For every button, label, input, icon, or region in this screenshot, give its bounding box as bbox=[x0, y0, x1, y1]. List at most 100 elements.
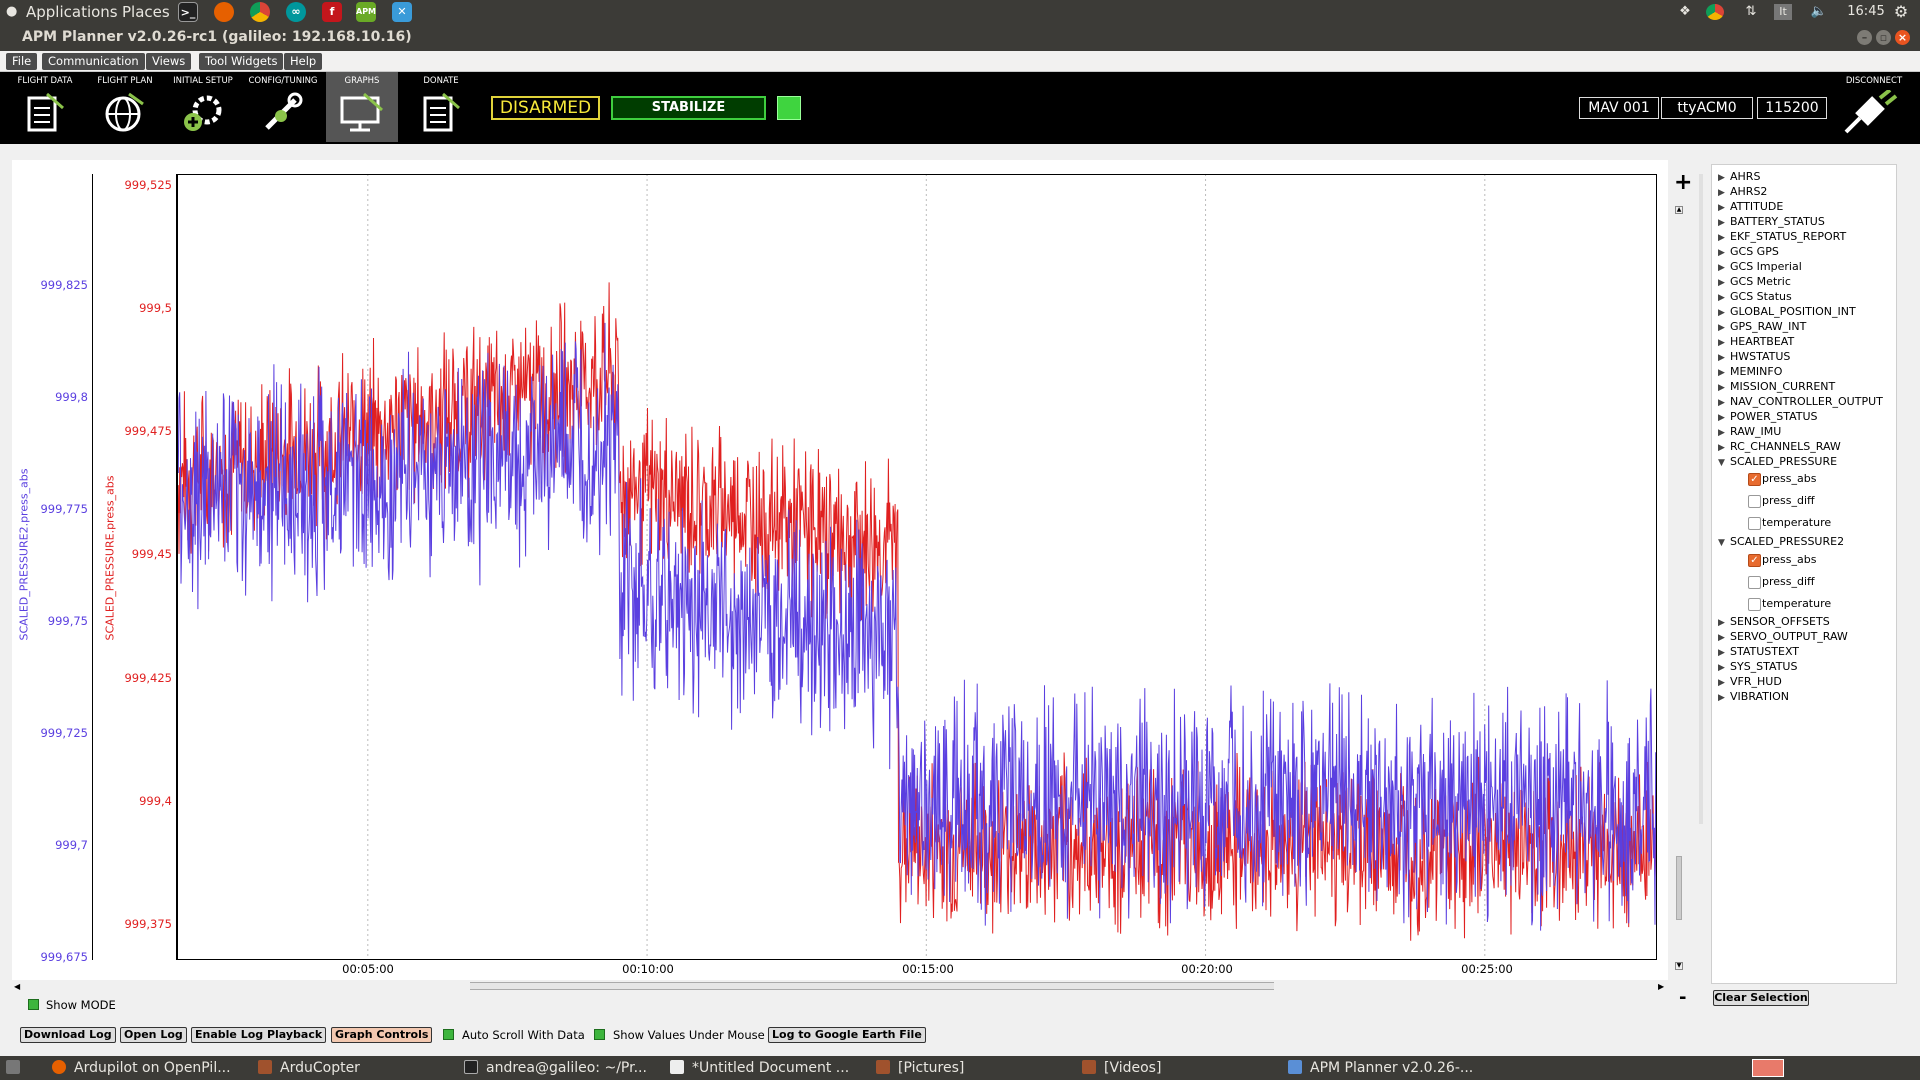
task-firefox[interactable]: Ardupilot on OpenPil... bbox=[52, 1059, 231, 1077]
tree-item-ekf-status[interactable]: ▶ EKF_STATUS_REPORT bbox=[1718, 230, 1847, 243]
scroll-right-icon[interactable]: ▶ bbox=[1658, 982, 1665, 991]
tree-item-gcs-imperial[interactable]: ▶ GCS Imperial bbox=[1718, 260, 1802, 273]
graph-controls-button[interactable]: Graph Controls bbox=[331, 1027, 433, 1043]
chrome-launcher-icon[interactable] bbox=[250, 2, 270, 22]
tree-item-battery-status[interactable]: ▶ BATTERY_STATUS bbox=[1718, 215, 1825, 228]
expand-arrow-icon[interactable]: ▶ bbox=[1718, 248, 1725, 258]
tree-item-power-status[interactable]: ▶ POWER_STATUS bbox=[1718, 410, 1818, 423]
tree-item-statustext[interactable]: ▶ STATUSTEXT bbox=[1718, 645, 1800, 658]
maximize-icon[interactable]: ▫ bbox=[1876, 30, 1891, 45]
tree-item-sys-status[interactable]: ▶ SYS_STATUS bbox=[1718, 660, 1798, 673]
settings-gear-icon[interactable]: ⚙ bbox=[1893, 2, 1909, 21]
initial-setup-button[interactable]: INITIAL SETUP bbox=[167, 72, 239, 142]
tree-scroll-track[interactable] bbox=[1697, 164, 1706, 984]
tree-item-scaled-pressure2[interactable]: ▼ SCALED_PRESSURE2 bbox=[1718, 535, 1845, 548]
mav-id-box[interactable]: MAV 001 bbox=[1579, 97, 1659, 119]
expand-arrow-icon[interactable]: ▶ bbox=[1718, 443, 1725, 453]
tree-item-scaled-pressure[interactable]: ▼ SCALED_PRESSURE bbox=[1718, 455, 1838, 468]
graphs-button[interactable]: GRAPHS bbox=[326, 72, 398, 142]
apm-launcher-icon[interactable]: APM bbox=[356, 2, 376, 22]
task-videos[interactable]: [Videos] bbox=[1082, 1059, 1161, 1077]
tree-scroll-thumb[interactable] bbox=[1699, 174, 1703, 824]
close-icon[interactable]: × bbox=[1895, 30, 1910, 45]
expand-arrow-icon[interactable]: ▶ bbox=[1718, 398, 1725, 408]
auto-scroll-checkbox[interactable] bbox=[443, 1029, 454, 1040]
baud-box[interactable]: 115200 bbox=[1757, 97, 1827, 119]
tree-item-sensor-offsets[interactable]: ▶ SENSOR_OFFSETS bbox=[1718, 615, 1830, 628]
checkbox-sp2-press-abs[interactable]: ✓ bbox=[1748, 554, 1761, 567]
expand-arrow-icon[interactable]: ▶ bbox=[1718, 413, 1725, 423]
enable-log-playback-button[interactable]: Enable Log Playback bbox=[191, 1027, 327, 1043]
clear-selection-button[interactable]: Clear Selection bbox=[1713, 990, 1809, 1006]
tree-item-gcs-status[interactable]: ▶ GCS Status bbox=[1718, 290, 1792, 303]
expand-arrow-icon[interactable]: ▶ bbox=[1718, 233, 1725, 243]
expand-arrow-icon[interactable]: ▶ bbox=[1718, 338, 1725, 348]
firefox-launcher-icon[interactable] bbox=[214, 2, 234, 22]
message-tree[interactable]: ▶ AHRS ▶ AHRS2 ▶ ATTITUDE ▶ BATTERY_STATUS ▶… bbox=[1711, 164, 1897, 984]
chrome-tray-icon[interactable] bbox=[1706, 4, 1724, 20]
clock[interactable]: 16:45 bbox=[1847, 4, 1885, 19]
vertical-scroll-thumb[interactable] bbox=[1676, 856, 1682, 920]
expand-arrow-icon[interactable]: ▶ bbox=[1718, 678, 1725, 688]
expand-arrow-icon[interactable]: ▶ bbox=[1718, 353, 1725, 363]
tree-item-gps-raw[interactable]: ▶ GPS_RAW_INT bbox=[1718, 320, 1807, 333]
show-values-checkbox[interactable] bbox=[594, 1029, 605, 1040]
arduino-launcher-icon[interactable]: ∞ bbox=[286, 2, 306, 22]
tree-item-ahrs[interactable]: ▶ AHRS bbox=[1718, 170, 1761, 183]
tree-item-heartbeat[interactable]: ▶ HEARTBEAT bbox=[1718, 335, 1795, 348]
donate-button[interactable]: DONATE bbox=[405, 72, 477, 142]
tree-item-attitude[interactable]: ▶ ATTITUDE bbox=[1718, 200, 1784, 213]
flight-data-button[interactable]: FLIGHT DATA bbox=[9, 72, 81, 142]
expand-arrow-icon[interactable]: ▶ bbox=[1718, 218, 1725, 228]
horizontal-scroll-thumb[interactable] bbox=[470, 982, 1274, 990]
tree-item-meminfo[interactable]: ▶ MEMINFO bbox=[1718, 365, 1783, 378]
menu-file[interactable]: File bbox=[6, 53, 38, 70]
volume-icon[interactable]: 🔈 bbox=[1810, 4, 1828, 19]
task-text-editor[interactable]: *Untitled Document ... bbox=[670, 1059, 849, 1077]
expand-arrow-icon[interactable]: ▶ bbox=[1718, 633, 1725, 643]
checkbox-sp-press-abs[interactable]: ✓ bbox=[1748, 473, 1761, 486]
network-icon[interactable]: ⇅ bbox=[1745, 4, 1757, 19]
tree-item-servo-output[interactable]: ▶ SERVO_OUTPUT_RAW bbox=[1718, 630, 1848, 643]
expand-arrow-icon[interactable]: ▶ bbox=[1718, 693, 1725, 703]
expand-arrow-icon[interactable]: ▶ bbox=[1718, 173, 1725, 183]
disconnect-button[interactable] bbox=[1840, 88, 1910, 140]
keyboard-layout-icon[interactable]: It bbox=[1774, 4, 1792, 20]
applications-menu[interactable]: Applications bbox=[26, 3, 118, 21]
scroll-left-icon[interactable]: ◀ bbox=[14, 982, 21, 991]
show-mode-checkbox[interactable] bbox=[28, 999, 39, 1010]
checkbox-sp-press-diff[interactable] bbox=[1748, 495, 1761, 508]
tree-item-gcs-metric[interactable]: ▶ GCS Metric bbox=[1718, 275, 1791, 288]
minimize-icon[interactable]: – bbox=[1857, 30, 1872, 45]
collapse-arrow-icon[interactable]: ▼ bbox=[1718, 458, 1725, 468]
tree-item-rc-channels[interactable]: ▶ RC_CHANNELS_RAW bbox=[1718, 440, 1841, 453]
expand-arrow-icon[interactable]: ▶ bbox=[1718, 323, 1725, 333]
flight-plan-button[interactable]: FLIGHT PLAN bbox=[89, 72, 161, 142]
download-log-button[interactable]: Download Log bbox=[20, 1027, 116, 1043]
pressure-plot[interactable] bbox=[177, 174, 1657, 960]
menu-communication[interactable]: Communication bbox=[42, 53, 145, 70]
checkbox-sp-temperature[interactable] bbox=[1748, 517, 1761, 530]
scroll-up-icon[interactable]: ▲ bbox=[1675, 206, 1683, 214]
qgc-launcher-icon[interactable]: ✕ bbox=[392, 2, 412, 22]
expand-arrow-icon[interactable]: ▶ bbox=[1718, 428, 1725, 438]
expand-arrow-icon[interactable]: ▶ bbox=[1718, 293, 1725, 303]
expand-arrow-icon[interactable]: ▶ bbox=[1718, 663, 1725, 673]
tree-item-mission-current[interactable]: ▶ MISSION_CURRENT bbox=[1718, 380, 1836, 393]
horizontal-scrollbar[interactable]: ◀ ▶ bbox=[12, 980, 1668, 994]
config-tuning-button[interactable]: CONFIG/TUNING bbox=[247, 72, 319, 142]
zoom-out-button[interactable]: - bbox=[1679, 987, 1687, 1008]
scroll-down-icon[interactable]: ▼ bbox=[1675, 962, 1683, 970]
task-arducopter[interactable]: ArduCopter bbox=[258, 1059, 360, 1077]
tree-item-nav-controller[interactable]: ▶ NAV_CONTROLLER_OUTPUT bbox=[1718, 395, 1883, 408]
expand-arrow-icon[interactable]: ▶ bbox=[1718, 618, 1725, 628]
menu-views[interactable]: Views bbox=[146, 53, 192, 70]
expand-arrow-icon[interactable]: ▶ bbox=[1718, 203, 1725, 213]
vertical-scrollbar[interactable]: ▲ ▼ bbox=[1672, 200, 1686, 970]
log-google-earth-button[interactable]: Log to Google Earth File bbox=[768, 1027, 926, 1043]
port-box[interactable]: ttyACM0 bbox=[1661, 97, 1753, 119]
dropbox-icon[interactable]: ❖ bbox=[1679, 4, 1691, 19]
menu-tool-widgets[interactable]: Tool Widgets bbox=[199, 53, 284, 70]
menu-help[interactable]: Help bbox=[284, 53, 323, 70]
expand-arrow-icon[interactable]: ▶ bbox=[1718, 308, 1725, 318]
